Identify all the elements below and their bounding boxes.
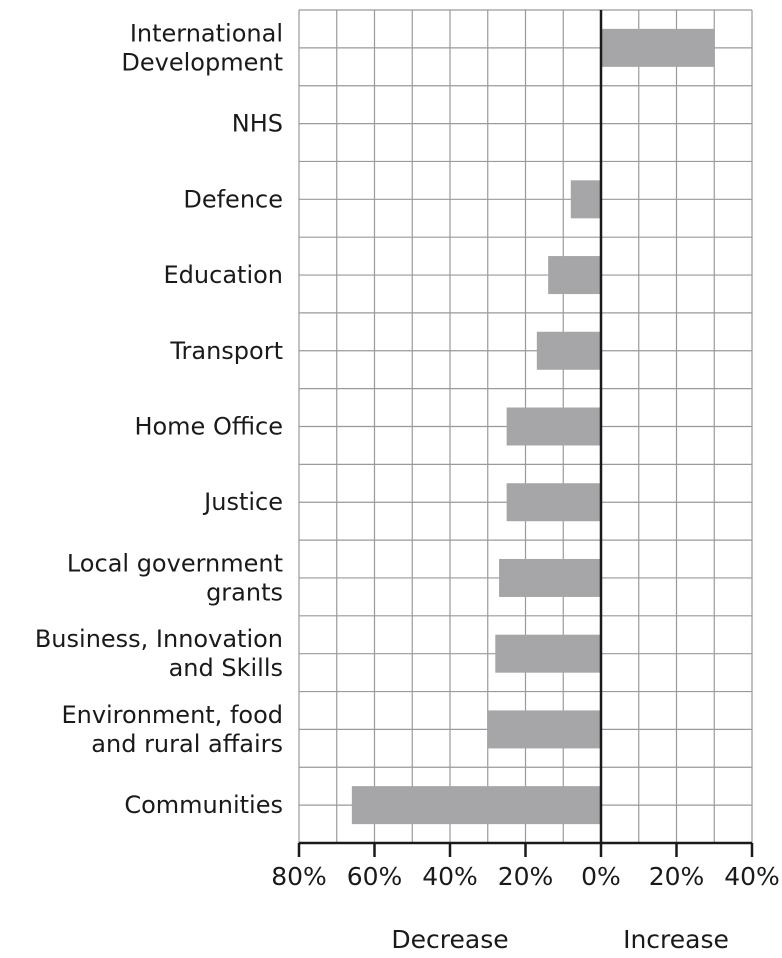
category-label: Environment, food and rural affairs <box>61 701 283 758</box>
category-label: Education <box>164 261 283 289</box>
category-label: International Development <box>121 19 283 76</box>
axes <box>297 10 754 857</box>
tick-labels: 80% 60% 40% 20% 0% 20% 40% <box>271 862 780 891</box>
bar <box>495 634 601 673</box>
bars <box>351 28 715 825</box>
category-label-line: Business, Innovation <box>35 625 283 653</box>
category-label: Home Office <box>134 413 283 441</box>
bar <box>601 28 715 67</box>
x-tick-label: 20% <box>498 862 554 891</box>
bar <box>506 407 601 446</box>
category-label-line: Defence <box>183 185 283 213</box>
bar <box>499 558 601 597</box>
category-label: Business, Innovation and Skills <box>35 625 283 682</box>
bar <box>487 710 601 749</box>
x-tick-label: 20% <box>649 862 705 891</box>
category-label-line: and Skills <box>169 654 283 682</box>
x-tick-label: 40% <box>422 862 478 891</box>
category-label-line: Education <box>164 261 283 289</box>
category-label: Defence <box>183 185 283 213</box>
category-labels: International Development NHS Defence Educat… <box>35 19 283 819</box>
bar <box>506 483 601 522</box>
category-label-line: Development <box>121 48 283 76</box>
category-label: Justice <box>202 488 283 516</box>
category-label-line: grants <box>206 578 283 606</box>
category-label-line: NHS <box>232 110 283 138</box>
category-label-line: Home Office <box>134 413 283 441</box>
category-label-line: Justice <box>202 488 283 516</box>
bar <box>536 331 601 370</box>
x-tick-label: 40% <box>724 862 780 891</box>
category-label: NHS <box>232 110 283 138</box>
x-tick-label: 0% <box>581 862 621 891</box>
category-label-line: Environment, food <box>61 701 283 729</box>
bar <box>351 786 601 825</box>
category-label: Communities <box>124 791 283 819</box>
x-tick-label: 60% <box>347 862 403 891</box>
x-tick-label: 80% <box>271 862 327 891</box>
category-label-line: Local government <box>67 549 283 577</box>
decrease-label: Decrease <box>391 925 508 954</box>
category-label: Transport <box>169 337 283 365</box>
increase-label: Increase <box>623 925 729 954</box>
bar <box>570 180 601 219</box>
category-label-line: International <box>130 19 283 47</box>
category-label: Local government grants <box>67 549 283 606</box>
category-label-line: Transport <box>169 337 283 365</box>
bar <box>548 256 601 295</box>
category-label-line: Communities <box>124 791 283 819</box>
category-label-line: and rural affairs <box>91 730 283 758</box>
